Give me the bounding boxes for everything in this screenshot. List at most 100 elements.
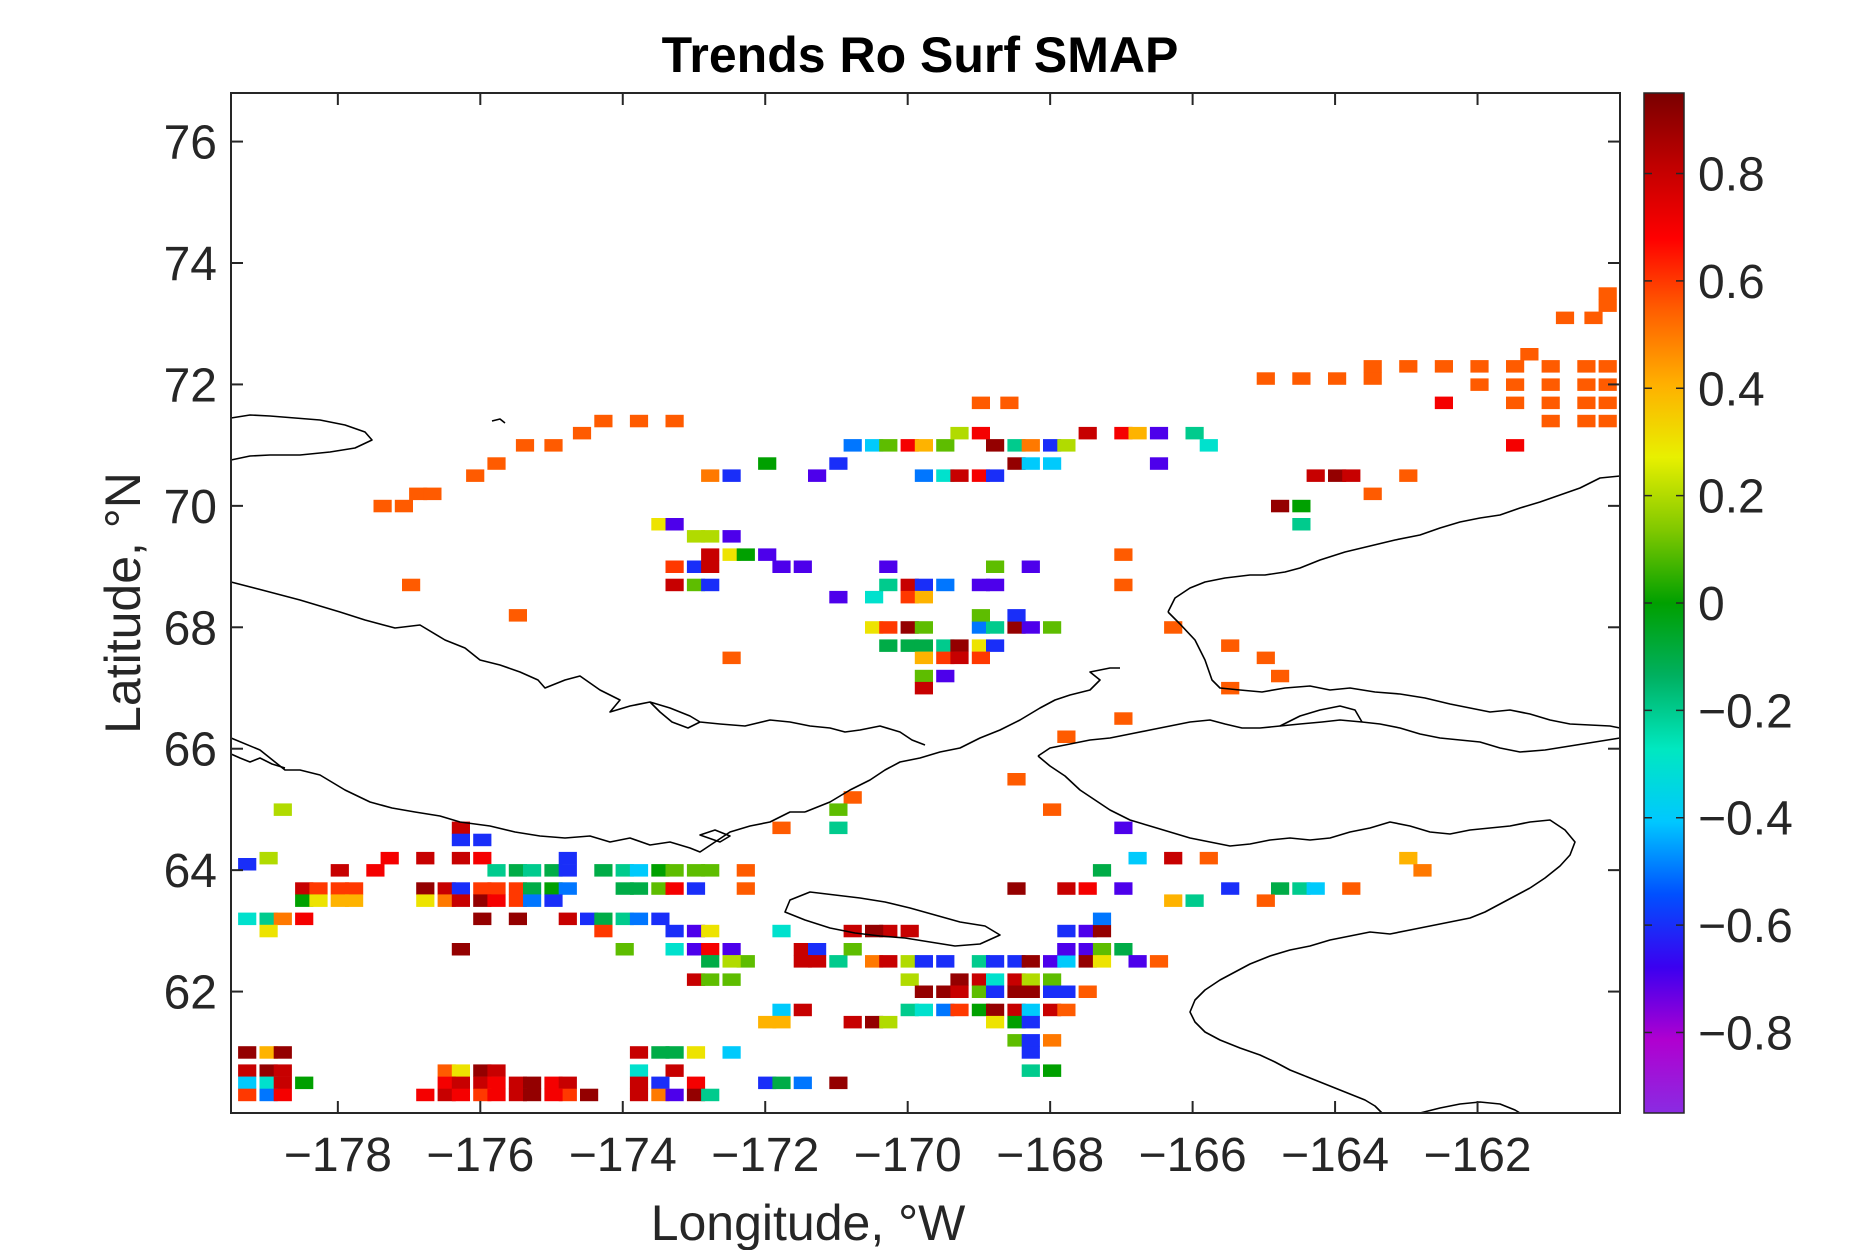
data-cell bbox=[879, 578, 898, 592]
y-tick-label: 66 bbox=[164, 724, 217, 777]
data-cell bbox=[594, 414, 613, 428]
data-cell bbox=[665, 882, 684, 895]
data-cell bbox=[1114, 578, 1133, 592]
data-cell bbox=[701, 955, 720, 968]
data-cell bbox=[544, 439, 563, 452]
colorbar-tick-label: −0.6 bbox=[1698, 900, 1793, 953]
data-cell bbox=[572, 426, 592, 440]
colorbar-tick-label: 0.2 bbox=[1698, 471, 1765, 524]
data-cell bbox=[758, 548, 777, 561]
data-cell bbox=[686, 1076, 706, 1090]
data-cell bbox=[772, 924, 791, 938]
data-cell bbox=[665, 943, 684, 956]
data-cell bbox=[829, 803, 848, 816]
data-cell bbox=[879, 560, 898, 573]
data-cell bbox=[1007, 973, 1026, 986]
data-cell bbox=[380, 851, 399, 865]
data-cell bbox=[1021, 955, 1040, 968]
data-cell bbox=[487, 1076, 506, 1090]
data-cell bbox=[615, 943, 634, 956]
data-cell bbox=[665, 414, 684, 428]
data-cell bbox=[1057, 943, 1076, 956]
data-cell bbox=[451, 1064, 470, 1077]
data-cell bbox=[1199, 439, 1218, 452]
data-cell bbox=[1342, 469, 1361, 482]
data-cell bbox=[1021, 1034, 1040, 1047]
data-cell bbox=[1043, 1034, 1062, 1047]
data-cell bbox=[865, 1015, 884, 1029]
data-cell bbox=[580, 1088, 599, 1102]
data-cell bbox=[629, 1088, 649, 1102]
data-cell bbox=[1292, 518, 1311, 531]
y-tick-label: 64 bbox=[164, 845, 217, 898]
data-cell bbox=[451, 943, 470, 956]
data-cell bbox=[373, 499, 392, 513]
data-cell bbox=[722, 955, 741, 968]
data-cell bbox=[1363, 372, 1382, 385]
data-cell bbox=[1021, 985, 1040, 998]
data-cell bbox=[1577, 378, 1596, 391]
data-cell bbox=[971, 651, 990, 665]
data-cell bbox=[936, 651, 955, 665]
data-cell bbox=[758, 1076, 777, 1090]
data-cell bbox=[416, 894, 435, 907]
data-cell bbox=[950, 1003, 969, 1017]
data-cell bbox=[736, 548, 755, 561]
data-cell bbox=[900, 590, 919, 604]
data-cell bbox=[523, 882, 542, 895]
data-cell bbox=[273, 912, 292, 926]
data-cell bbox=[437, 1088, 456, 1102]
data-cell bbox=[936, 578, 955, 592]
data-cell bbox=[1221, 681, 1240, 695]
data-cell bbox=[409, 487, 428, 501]
data-cell bbox=[1021, 560, 1040, 573]
data-cell bbox=[701, 924, 720, 938]
data-cell bbox=[914, 578, 933, 592]
colorbar: −0.8 −0.6 −0.4 −0.2 0 0.2 0.4 0.6 0.8 bbox=[1643, 92, 1793, 1114]
data-cell bbox=[1114, 548, 1133, 561]
data-cell bbox=[1506, 360, 1525, 373]
x-tick-label: −172 bbox=[711, 1129, 819, 1182]
data-cell bbox=[487, 864, 506, 877]
data-cell bbox=[629, 864, 649, 877]
data-cell bbox=[629, 882, 649, 895]
data-cell bbox=[914, 1003, 933, 1017]
data-cell bbox=[686, 1088, 706, 1102]
data-cell bbox=[701, 548, 720, 561]
data-cell bbox=[701, 578, 720, 592]
coastline-wrangel-island bbox=[230, 414, 373, 461]
data-cell bbox=[1434, 396, 1453, 410]
data-cell bbox=[615, 882, 634, 895]
data-cell bbox=[1598, 414, 1617, 428]
data-cell bbox=[473, 851, 492, 865]
data-cell bbox=[772, 560, 791, 573]
data-cell bbox=[843, 791, 862, 804]
data-cell bbox=[651, 882, 670, 895]
data-cell bbox=[1598, 360, 1617, 373]
data-cell bbox=[473, 894, 492, 907]
data-cell bbox=[900, 1003, 919, 1017]
coastline-kotzebue bbox=[1279, 705, 1363, 727]
data-cell bbox=[651, 1088, 670, 1102]
data-cell bbox=[558, 1088, 577, 1102]
data-cells bbox=[238, 287, 1617, 1102]
data-cell bbox=[437, 1076, 456, 1090]
data-cell bbox=[1164, 894, 1183, 907]
data-cell bbox=[451, 1088, 470, 1102]
data-cell bbox=[451, 1076, 470, 1090]
data-cell bbox=[402, 578, 421, 592]
data-cell bbox=[843, 1015, 862, 1029]
data-cell bbox=[793, 1076, 812, 1090]
data-cell bbox=[1256, 651, 1275, 665]
data-cell bbox=[330, 864, 349, 877]
coastline-seward-south bbox=[1037, 755, 1576, 889]
data-cell bbox=[1043, 973, 1062, 986]
data-cell bbox=[758, 1015, 777, 1029]
coastline-chukotka-south bbox=[230, 737, 805, 853]
data-cell bbox=[1007, 457, 1026, 470]
data-cell bbox=[259, 924, 278, 938]
data-cell bbox=[544, 882, 563, 895]
data-cell bbox=[1363, 360, 1382, 373]
data-cell bbox=[437, 1064, 456, 1077]
data-cell bbox=[1149, 426, 1169, 440]
